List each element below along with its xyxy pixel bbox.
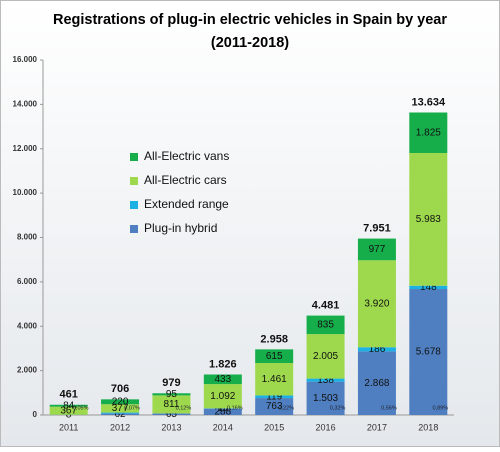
total-label: 461 xyxy=(60,389,78,401)
y-tick-label: 8.000 xyxy=(17,233,38,242)
share-label: 0,05% xyxy=(73,405,89,411)
share-label: 0,56% xyxy=(381,405,397,411)
share-label: 0,22% xyxy=(278,405,294,411)
data-label: 5.678 xyxy=(416,347,441,358)
legend-swatch xyxy=(130,225,138,233)
data-label: 1.503 xyxy=(313,393,338,404)
data-label: 2.005 xyxy=(313,351,338,362)
total-label: 13.634 xyxy=(411,96,446,108)
data-label: 977 xyxy=(369,244,386,255)
data-label: 95 xyxy=(166,389,178,400)
share-label: 0,32% xyxy=(330,405,346,411)
x-tick-label: 2011 xyxy=(59,422,78,432)
y-tick-label: 0 xyxy=(33,410,38,419)
total-label: 4.481 xyxy=(312,299,340,311)
y-tick-label: 12.000 xyxy=(13,144,38,153)
y-tick-label: 14.000 xyxy=(13,99,38,108)
data-label: 1.825 xyxy=(416,127,441,138)
total-label: 706 xyxy=(111,383,129,395)
legend-label: Plug-in hybrid xyxy=(144,221,217,235)
chart-subtitle: (2011-2018) xyxy=(211,35,289,51)
legend-label: All-Electric cars xyxy=(144,173,227,187)
data-label: 433 xyxy=(214,374,231,385)
share-label: 0,12% xyxy=(176,405,192,411)
data-label: 5.983 xyxy=(416,214,441,225)
x-tick-label: 2018 xyxy=(418,422,438,432)
x-tick-label: 2015 xyxy=(264,422,284,432)
x-tick-label: 2012 xyxy=(110,422,130,432)
total-label: 2.958 xyxy=(260,333,288,345)
y-tick-label: 10.000 xyxy=(13,188,38,197)
total-label: 7.951 xyxy=(363,222,391,234)
x-tick-label: 2017 xyxy=(367,422,387,432)
y-tick-label: 2.000 xyxy=(17,366,38,375)
legend-swatch xyxy=(130,153,138,161)
legend-label: All-Electric vans xyxy=(144,149,229,163)
data-label: 615 xyxy=(266,351,283,362)
legend-label: Extended range xyxy=(144,197,229,211)
x-tick-label: 2014 xyxy=(213,422,233,432)
legend-swatch xyxy=(130,177,138,185)
data-label: 1.461 xyxy=(262,374,287,385)
share-label: 0,07% xyxy=(124,405,140,411)
x-tick-label: 2016 xyxy=(316,422,336,432)
y-tick-label: 4.000 xyxy=(17,321,38,330)
chart-title: Registrations of plug-in electric vehicl… xyxy=(53,12,447,28)
total-label: 979 xyxy=(162,377,180,389)
x-tick-label: 2013 xyxy=(161,422,181,432)
y-tick-label: 16.000 xyxy=(13,55,38,64)
data-label: 2.868 xyxy=(364,378,389,389)
data-label: 1.092 xyxy=(210,391,235,402)
legend-swatch xyxy=(130,201,138,209)
data-label: 3.920 xyxy=(364,298,389,309)
data-label: 835 xyxy=(317,319,334,330)
share-label: 0,16% xyxy=(227,405,243,411)
share-label: 0,89% xyxy=(433,405,449,411)
y-tick-label: 6.000 xyxy=(17,277,38,286)
total-label: 1.826 xyxy=(209,358,237,370)
